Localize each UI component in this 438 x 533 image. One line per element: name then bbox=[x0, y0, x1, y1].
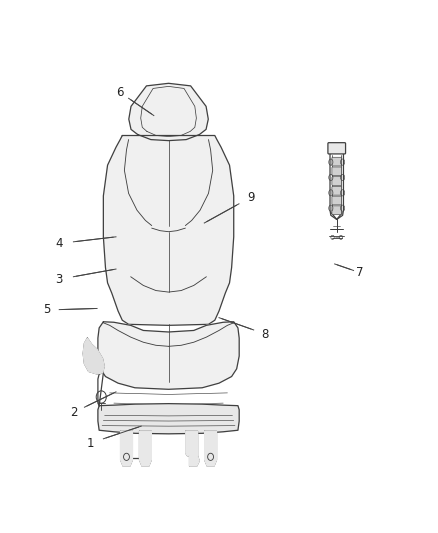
FancyBboxPatch shape bbox=[332, 196, 342, 205]
FancyBboxPatch shape bbox=[332, 157, 342, 166]
Text: 1: 1 bbox=[87, 437, 95, 449]
Polygon shape bbox=[205, 431, 216, 466]
Text: 6: 6 bbox=[117, 86, 124, 99]
Polygon shape bbox=[186, 431, 199, 466]
Text: 5: 5 bbox=[43, 303, 50, 317]
Polygon shape bbox=[120, 431, 132, 466]
FancyBboxPatch shape bbox=[332, 206, 342, 215]
Polygon shape bbox=[83, 338, 104, 374]
Polygon shape bbox=[129, 83, 208, 141]
FancyBboxPatch shape bbox=[328, 143, 346, 154]
Polygon shape bbox=[103, 135, 234, 325]
Text: 7: 7 bbox=[356, 266, 364, 279]
Polygon shape bbox=[98, 403, 239, 434]
FancyBboxPatch shape bbox=[332, 177, 342, 185]
FancyBboxPatch shape bbox=[332, 187, 342, 195]
Text: 4: 4 bbox=[56, 237, 63, 250]
Text: 8: 8 bbox=[261, 328, 269, 341]
Text: 3: 3 bbox=[56, 273, 63, 286]
Text: 9: 9 bbox=[247, 191, 254, 204]
FancyBboxPatch shape bbox=[332, 167, 342, 176]
Polygon shape bbox=[98, 322, 239, 389]
Text: 2: 2 bbox=[70, 406, 78, 419]
Polygon shape bbox=[140, 431, 151, 466]
